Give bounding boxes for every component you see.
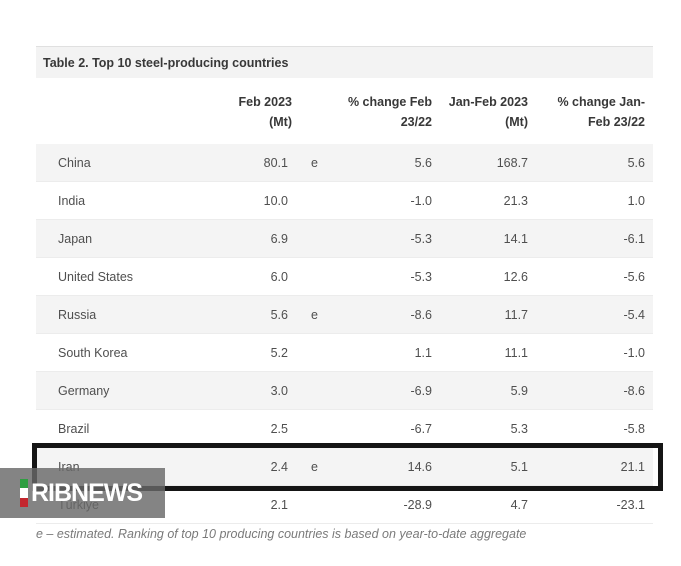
janfeb-value-cell: 11.7 [504, 307, 528, 322]
janfeb-value-cell: 11.1 [504, 345, 528, 360]
janfeb-value-cell: 5.1 [510, 459, 528, 474]
country-cell: Germany [58, 383, 110, 398]
pct-change-feb-cell: -28.9 [403, 497, 433, 512]
janfeb-value-cell: 12.6 [503, 269, 528, 284]
feb-value-cell: 2.1 [270, 497, 288, 512]
table-row: China 80.1 e 5.6 168.7 5.6 [36, 144, 653, 182]
table-row: United States 6.0 -5.3 12.6 -5.6 [36, 258, 653, 296]
janfeb-value-cell: 5.9 [510, 383, 528, 398]
janfeb-value-cell: 5.3 [510, 421, 528, 436]
pct-change-janfeb-cell: -5.4 [623, 307, 645, 322]
feb-value-cell: 5.2 [270, 345, 288, 360]
header-feb-2023: Feb 2023 (Mt) [238, 95, 292, 129]
table-body: China 80.1 e 5.6 168.7 5.6 India 10.0 -1… [32, 144, 663, 524]
feb-value-cell: 3.0 [270, 383, 288, 398]
country-cell: Japan [58, 231, 93, 246]
country-cell: Russia [58, 307, 97, 322]
watermark-text: RIBNEWS [31, 478, 143, 507]
pct-change-feb-cell: -6.9 [410, 383, 432, 398]
janfeb-value-cell: 4.7 [510, 497, 528, 512]
feb-value-cell: 2.5 [270, 421, 288, 436]
table-footnote: e – estimated. Ranking of top 10 produci… [36, 527, 527, 541]
estimated-flag-cell: e [311, 459, 318, 474]
pct-change-feb-cell: -6.7 [410, 421, 432, 436]
feb-value-cell: 80.1 [263, 155, 288, 170]
header-janfeb-2023: Jan-Feb 2023 (Mt) [448, 95, 528, 129]
feb-value-cell: 10.0 [263, 193, 288, 208]
feb-value-cell: 5.6 [270, 307, 288, 322]
header-pct-change-janfeb: % change Jan- Feb 23/22 [557, 95, 645, 129]
pct-change-feb-cell: 14.6 [407, 459, 432, 474]
pct-change-feb-cell: -5.3 [410, 231, 432, 246]
pct-change-janfeb-cell: -1.0 [623, 345, 645, 360]
feb-value-cell: 6.9 [270, 231, 288, 246]
country-cell: South Korea [58, 345, 128, 360]
pct-change-feb-cell: -8.6 [410, 307, 432, 322]
estimated-flag-cell: e [311, 307, 318, 322]
table-row: Russia 5.6 e -8.6 11.7 -5.4 [36, 296, 653, 334]
iribnews-watermark: RIBNEWS [0, 468, 165, 518]
table-row: Germany 3.0 -6.9 5.9 -8.6 [36, 372, 653, 410]
table-row: Brazil 2.5 -6.7 5.3 -5.8 [36, 410, 653, 448]
country-cell: India [58, 193, 86, 208]
pct-change-janfeb-cell: -5.8 [623, 421, 645, 436]
table-title: Table 2. Top 10 steel-producing countrie… [36, 46, 653, 78]
table-row: South Korea 5.2 1.1 11.1 -1.0 [36, 334, 653, 372]
janfeb-value-cell: 168.7 [496, 155, 528, 170]
table-row: India 10.0 -1.0 21.3 1.0 [36, 182, 653, 220]
country-cell: United States [58, 269, 134, 284]
pct-change-feb-cell: 5.6 [414, 155, 432, 170]
country-cell: China [58, 155, 91, 170]
table-header-row: Feb 2023 (Mt) % change Feb 23/22 Jan-Feb… [36, 78, 653, 144]
janfeb-value-cell: 14.1 [503, 231, 528, 246]
pct-change-janfeb-cell: -6.1 [623, 231, 645, 246]
feb-value-cell: 6.0 [270, 269, 288, 284]
pct-change-feb-cell: -1.0 [410, 193, 432, 208]
table-row: Japan 6.9 -5.3 14.1 -6.1 [36, 220, 653, 258]
pct-change-janfeb-cell: -23.1 [616, 497, 646, 512]
pct-change-feb-cell: -5.3 [410, 269, 432, 284]
pct-change-janfeb-cell: 21.1 [620, 459, 645, 474]
estimated-flag-cell: e [311, 155, 318, 170]
pct-change-feb-cell: 1.1 [414, 345, 432, 360]
iran-flag-icon [20, 479, 28, 507]
country-cell: Brazil [58, 421, 90, 436]
header-country [36, 92, 226, 132]
header-pct-change-feb: % change Feb 23/22 [347, 95, 432, 129]
janfeb-value-cell: 21.3 [503, 193, 528, 208]
steel-production-table: Table 2. Top 10 steel-producing countrie… [32, 46, 663, 524]
pct-change-janfeb-cell: -5.6 [623, 269, 645, 284]
pct-change-janfeb-cell: 5.6 [627, 155, 645, 170]
pct-change-janfeb-cell: -8.6 [623, 383, 645, 398]
pct-change-janfeb-cell: 1.0 [627, 193, 645, 208]
feb-value-cell: 2.4 [270, 459, 288, 474]
